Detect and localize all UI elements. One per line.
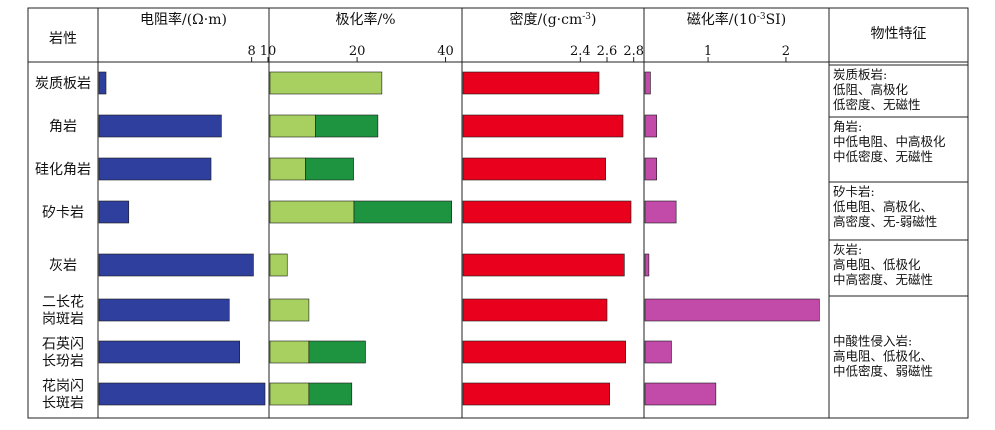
property-description: 炭质板岩:低阻、高极化低密度、无磁性 — [833, 67, 921, 112]
density-bar — [462, 253, 625, 277]
density-bar — [462, 382, 610, 406]
rock-type-label: 硅化角岩 — [35, 162, 91, 178]
density-bar — [462, 298, 608, 322]
polarizability-bar-low — [269, 200, 355, 224]
polarizability-bar-low — [269, 340, 310, 364]
susceptibility-bar — [644, 340, 672, 364]
rock-type-label: 角岩 — [49, 119, 77, 135]
susceptibility-bar — [644, 253, 650, 277]
resistivity-bar — [98, 382, 266, 406]
density-bar — [462, 71, 600, 95]
polarizability-bar-high — [353, 200, 453, 224]
resistivity-tick-label: 8 — [247, 44, 255, 59]
resistivity-bar — [98, 200, 130, 224]
resistivity-header: 电阻率/(Ω·m) — [140, 11, 227, 28]
susceptibility-tick-label: 2 — [782, 44, 790, 59]
polarizability-bar-high — [308, 340, 366, 364]
density-bar — [462, 157, 606, 181]
rock-type-label: 石英闪长玢岩 — [42, 336, 84, 370]
category-header: 岩性 — [49, 31, 77, 47]
rock-type-label: 灰岩 — [49, 258, 77, 274]
susceptibility-bar — [644, 71, 651, 95]
property-description: 角岩:中低电阻、中高极化中低密度、无磁性 — [833, 119, 946, 164]
polarizability-bar-low — [269, 71, 383, 95]
property-description: 灰岩:高电阻、低极化中高密度、无磁性 — [833, 242, 933, 287]
polarizability-header: 极化率/% — [335, 11, 395, 28]
density-tick-label: 2.6 — [597, 44, 618, 59]
susceptibility-bar — [644, 157, 657, 181]
density-bar — [462, 200, 632, 224]
resistivity-bar — [98, 157, 212, 181]
density-tick-label: 2.4 — [570, 44, 591, 59]
polarizability-bar-low — [269, 382, 310, 406]
polarizability-tick-label: 40 — [437, 44, 454, 59]
rock-type-label: 二长花岗斑岩 — [42, 295, 84, 328]
resistivity-bar — [98, 253, 254, 277]
susceptibility-bar — [644, 298, 820, 322]
density-header: 密度/(g·cm-3) — [510, 11, 597, 28]
bars-layer — [98, 71, 820, 406]
resistivity-tick-label: 10 — [260, 44, 277, 59]
resistivity-bar — [98, 114, 222, 138]
resistivity-bar — [98, 340, 240, 364]
column-headers: 岩性 电阻率/(Ω·m) 8 10 极化率/% 20 40 密度/(g·cm-3) 2.4 2.6… — [49, 11, 790, 62]
resistivity-bar — [98, 71, 107, 95]
density-bar — [462, 114, 624, 138]
property-description: 矽卡岩:低电阻、高极化、高密度、无-弱磁性 — [833, 184, 937, 229]
polarizability-bar-low — [269, 157, 306, 181]
susceptibility-bar — [644, 200, 677, 224]
susceptibility-bar — [644, 114, 657, 138]
rock-type-label: 矽卡岩 — [42, 205, 84, 221]
property-description: 中酸性侵入岩:高电阻、低极化、中低密度、弱磁性 — [833, 334, 933, 379]
resistivity-bar — [98, 298, 230, 322]
susceptibility-header: 磁化率/(10-3SI) — [687, 11, 786, 28]
density-tick-label: 2.8 — [623, 44, 644, 59]
polarizability-bar-low — [269, 298, 310, 322]
property-box — [828, 295, 969, 419]
properties-header: 物性特征 — [871, 26, 927, 42]
polarizability-bar-high — [305, 157, 354, 181]
susceptibility-tick-label: 1 — [704, 44, 712, 59]
density-bar — [462, 340, 626, 364]
polarizability-bar-low — [269, 253, 288, 277]
rock-type-label: 炭质板岩 — [35, 76, 91, 92]
polarizability-bar-high — [308, 382, 353, 406]
rock-type-label: 花岗闪长斑岩 — [42, 379, 84, 412]
property-descriptions: 物性特征炭质板岩:低阻、高极化低密度、无磁性角岩:中低电阻、中高极化中低密度、无… — [828, 26, 969, 419]
polarizability-tick-label: 20 — [349, 44, 366, 59]
susceptibility-bar — [644, 382, 717, 406]
polarizability-bar-high — [315, 114, 379, 138]
polarizability-bar-low — [269, 114, 316, 138]
